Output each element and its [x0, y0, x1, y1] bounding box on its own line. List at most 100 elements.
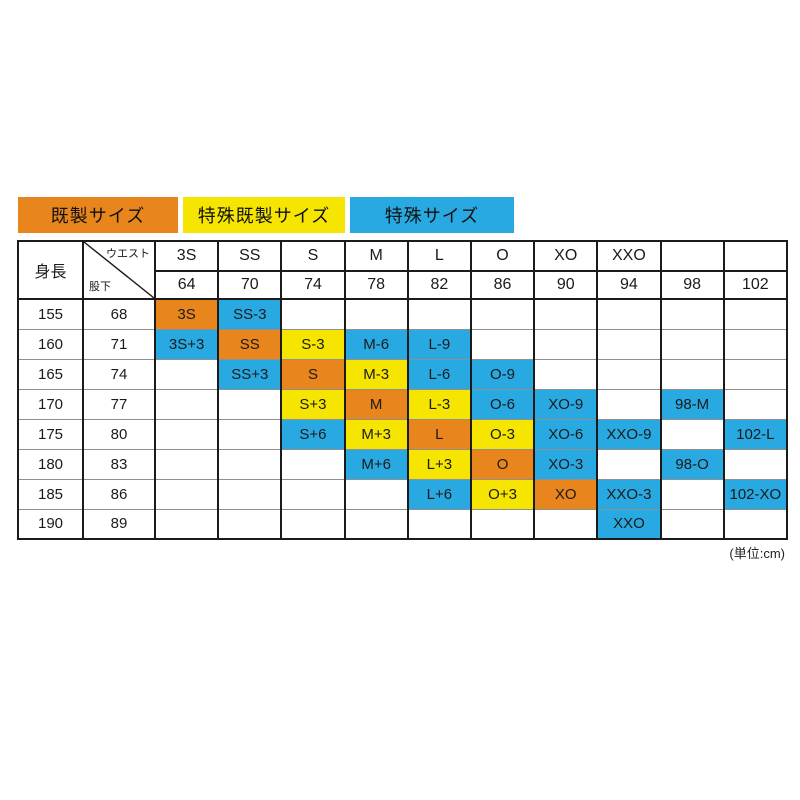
size-cell: XO-3 [533, 448, 599, 480]
size-cell [217, 478, 283, 510]
size-cell [533, 508, 599, 540]
size-cell [659, 358, 725, 390]
size-col-header: SS [217, 241, 283, 272]
size-cell [469, 298, 536, 330]
inseam-cell: 68 [82, 298, 156, 330]
inseam-label: 股下 [89, 281, 111, 293]
height-cell: 155 [17, 298, 84, 330]
size-cell: L-3 [406, 388, 472, 420]
size-col-header [659, 241, 725, 272]
size-header-row: 身長 ウエスト 股下 3S SS S M L O XO XXO [17, 241, 789, 300]
size-cell: S+3 [280, 388, 346, 420]
size-cell [153, 358, 220, 390]
size-cell [596, 298, 662, 330]
size-col-header: L [406, 241, 472, 272]
size-cell [280, 478, 346, 510]
size-cell: SS+3 [217, 358, 283, 390]
size-col-header: O [469, 241, 536, 272]
size-cell [533, 298, 599, 330]
size-cell: M+3 [343, 418, 409, 450]
size-cell [280, 508, 346, 540]
size-col-header: 3S [153, 241, 220, 272]
size-cell [280, 298, 346, 330]
size-cell: 98-M [659, 388, 725, 420]
height-cell: 165 [17, 358, 84, 390]
height-cell: 175 [17, 418, 84, 450]
size-cell [153, 508, 220, 540]
size-cell: SS-3 [217, 298, 283, 330]
size-cell [469, 328, 536, 360]
size-cell: L+6 [406, 478, 472, 510]
table-row: 175 80 S+6 M+3 L O-3 XO-6 XXO-9 102-L [17, 418, 789, 450]
size-cell [217, 388, 283, 420]
size-cell: XO [533, 478, 599, 510]
size-cell [153, 448, 220, 480]
size-cell [280, 448, 346, 480]
legend: 既製サイズ 特殊既製サイズ 特殊サイズ [18, 197, 514, 233]
size-cell: O-9 [469, 358, 536, 390]
size-cell [596, 358, 662, 390]
size-cell [659, 328, 725, 360]
inseam-cell: 74 [82, 358, 156, 390]
inseam-cell: 71 [82, 328, 156, 360]
size-cell [343, 298, 409, 330]
size-cell [533, 358, 599, 390]
waist-col-header: 78 [343, 271, 409, 300]
size-cell [596, 388, 662, 420]
size-col-header: XO [533, 241, 599, 272]
size-cell: L-6 [406, 358, 472, 390]
size-cell: O-6 [469, 388, 536, 420]
size-chart-table: 身長 ウエスト 股下 3S SS S M L O XO XXO 64 70 74… [17, 240, 789, 540]
size-cell [722, 358, 789, 390]
table-row: 190 89 XXO [17, 508, 789, 540]
size-cell [217, 418, 283, 450]
table-row: 165 74 SS+3 S M-3 L-6 O-9 [17, 358, 789, 390]
size-cell: L-9 [406, 328, 472, 360]
size-cell [406, 508, 472, 540]
size-cell: S [280, 358, 346, 390]
waist-col-header: 82 [406, 271, 472, 300]
table-row: 180 83 M+6 L+3 O XO-3 98-O [17, 448, 789, 480]
size-cell [343, 478, 409, 510]
size-cell: M-6 [343, 328, 409, 360]
size-cell [533, 328, 599, 360]
size-cell [217, 448, 283, 480]
size-cell: M-3 [343, 358, 409, 390]
size-cell [343, 508, 409, 540]
size-cell: 102-XO [722, 478, 789, 510]
waist-col-header: 94 [596, 271, 662, 300]
table-row: 155 68 3S SS-3 [17, 298, 789, 330]
legend-item-standard: 既製サイズ [18, 197, 178, 233]
inseam-cell: 83 [82, 448, 156, 480]
size-cell: O-3 [469, 418, 536, 450]
legend-label-special: 特殊サイズ [384, 206, 480, 226]
size-cell [722, 388, 789, 420]
legend-label-special-standard: 特殊既製サイズ [197, 206, 331, 226]
height-cell: 170 [17, 388, 84, 420]
size-cell: S+6 [280, 418, 346, 450]
size-cell [722, 328, 789, 360]
table-row: 160 71 3S+3 SS S-3 M-6 L-9 [17, 328, 789, 360]
legend-item-special: 特殊サイズ [350, 197, 514, 233]
size-cell [153, 478, 220, 510]
size-cell: XO-6 [533, 418, 599, 450]
unit-note: (単位:cm) [729, 546, 785, 561]
waist-col-header: 64 [153, 271, 220, 300]
size-cell: L+3 [406, 448, 472, 480]
waist-col-header: 98 [659, 271, 725, 300]
height-cell: 180 [17, 448, 84, 480]
size-col-header [722, 241, 789, 272]
height-cell: 160 [17, 328, 84, 360]
table-row: 170 77 S+3 M L-3 O-6 XO-9 98-M [17, 388, 789, 420]
size-cell: 102-L [722, 418, 789, 450]
waist-header-row: 64 70 74 78 82 86 90 94 98 102 [18, 271, 789, 300]
height-cell: 190 [17, 508, 84, 540]
waist-col-header: 90 [533, 271, 599, 300]
size-cell: O [469, 448, 536, 480]
size-cell [406, 298, 472, 330]
waist-label: ウエスト [106, 248, 150, 260]
size-cell: S-3 [280, 328, 346, 360]
size-cell: 3S+3 [153, 328, 220, 360]
size-cell [722, 448, 789, 480]
size-cell: M [343, 388, 409, 420]
